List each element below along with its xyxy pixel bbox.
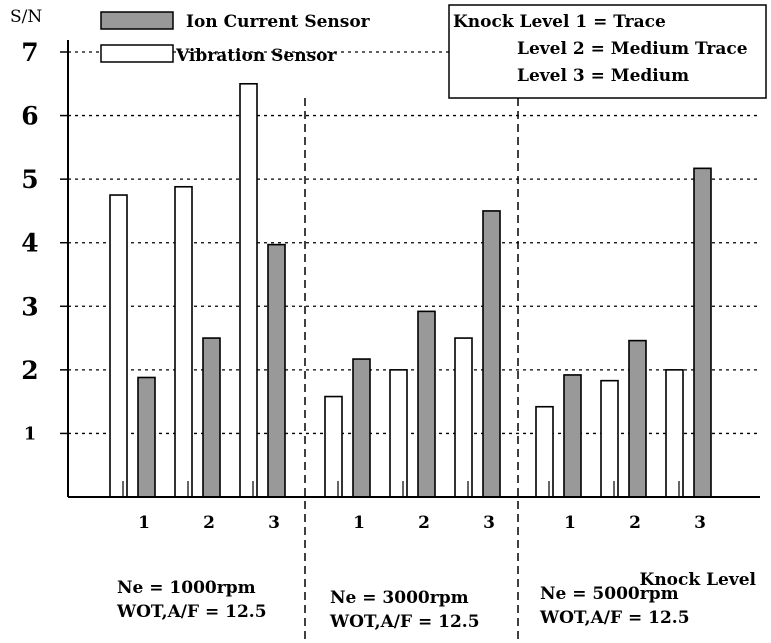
group-3-condition-line-2: WOT,A/F = 12.5: [539, 608, 690, 628]
bar-ion-current: [352, 358, 371, 498]
group-2-condition-line-1: Ne = 3000rpm: [330, 588, 469, 608]
bar-ion-current: [202, 337, 221, 498]
bar-vibration: [454, 337, 473, 498]
y-tick-label: 3: [21, 292, 38, 321]
bar-vibration: [174, 185, 193, 498]
bar-ion-current: [482, 210, 501, 498]
knock-level-annotation: Knock Level 1 = Trace Level 2 = Medium T…: [448, 4, 767, 99]
group-condition-labels: Ne = 1000rpm WOT,A/F = 12.5 Ne = 3000rpm…: [116, 578, 690, 632]
bar-vibration: [389, 369, 408, 498]
x-tick-label: 3: [694, 513, 706, 533]
legend-label-vibration: Vibration Sensor: [175, 46, 337, 66]
x-tick-label: 2: [203, 513, 215, 533]
bar-vibration: [535, 405, 554, 498]
legend-swatch-vibration: [100, 44, 174, 63]
bar-vibration: [324, 395, 343, 498]
x-tick-label: 1: [353, 513, 365, 533]
x-tick-label: 1: [138, 513, 150, 533]
x-tick-label: 2: [629, 513, 641, 533]
group-1-condition-line-1: Ne = 1000rpm: [117, 578, 256, 598]
x-tick-labels: 1 2 3 1 2 3 1 2 3: [138, 513, 706, 533]
annotation-line-3: Level 3 = Medium: [517, 66, 689, 86]
bar-ion-current: [563, 374, 582, 498]
y-tick-labels: 1 2 3 4 5 6 7: [21, 38, 38, 444]
legend: Ion Current Sensor Vibration Sensor: [100, 11, 371, 66]
y-axis-label: S/N: [10, 7, 42, 27]
x-tick-label: 2: [418, 513, 430, 533]
y-tick-label: 4: [21, 229, 38, 258]
y-tick-label: 1: [24, 423, 37, 444]
x-axis-label: Knock Level: [640, 570, 757, 590]
legend-swatch-ion: [100, 11, 174, 30]
bar-ion-current: [417, 310, 436, 498]
bar-vibration: [239, 82, 258, 498]
y-tick-label: 2: [21, 356, 38, 385]
bar-vibration: [665, 369, 684, 498]
grid-lines: [60, 51, 760, 435]
y-tick-label: 5: [21, 165, 38, 194]
legend-label-ion: Ion Current Sensor: [186, 12, 371, 32]
bar-ion-current: [693, 167, 712, 498]
bar-ion-current: [137, 376, 156, 498]
group-3-condition-line-1: Ne = 5000rpm: [540, 584, 679, 604]
group-1-condition-line-2: WOT,A/F = 12.5: [116, 602, 267, 622]
bars: [109, 82, 712, 498]
bar-ion-current: [628, 339, 647, 498]
bar-vibration: [109, 194, 128, 498]
x-tick-label: 3: [483, 513, 495, 533]
annotation-line-2: Level 2 = Medium Trace: [517, 39, 748, 59]
group-2-condition-line-2: WOT,A/F = 12.5: [329, 612, 480, 632]
y-tick-label: 6: [21, 102, 38, 131]
x-tick-label: 3: [268, 513, 280, 533]
y-tick-label: 7: [21, 38, 38, 67]
x-tick-label: 1: [564, 513, 576, 533]
annotation-line-1: Knock Level 1 = Trace: [453, 12, 666, 32]
bar-vibration: [600, 379, 619, 498]
bar-ion-current: [267, 243, 286, 498]
